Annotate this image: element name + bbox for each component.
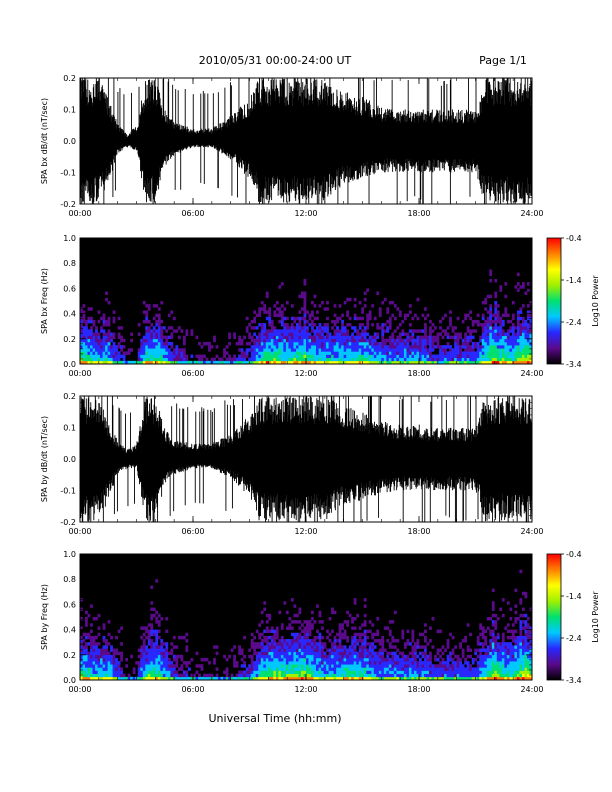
- y-tick-label: 0.0: [63, 455, 76, 464]
- y-tick-label: -0.2: [60, 200, 76, 209]
- x-tick-label: 18:00: [407, 527, 430, 536]
- x-tick-label: 06:00: [181, 527, 204, 536]
- x-tick-label: 00:00: [68, 685, 91, 694]
- y-tick-label: 0.2: [63, 651, 76, 660]
- y-axis-label: SPA bx dB/dt (nT/sec): [40, 98, 49, 184]
- y-tick-label: 0.6: [63, 600, 76, 609]
- x-tick-label: 06:00: [181, 685, 204, 694]
- y-tick-label: 0.1: [63, 106, 76, 115]
- x-tick-label: 24:00: [520, 369, 543, 378]
- panel-2: -0.4 -1.4 -2.4 -3.4 Log10 Power 0.0 0.2 0.4 0.6 0…: [40, 234, 600, 378]
- colorbar: [546, 553, 562, 681]
- x-tick-label: 00:00: [68, 209, 91, 218]
- x-tick-label: 00:00: [68, 369, 91, 378]
- colorbar-label: Log10 Power: [591, 591, 600, 643]
- page-indicator: Page 1/1: [479, 54, 527, 67]
- panel-3: -0.2 -0.1 0.0 0.1 0.2 00:00 06:00 12:00 18:00 24:…: [40, 392, 544, 536]
- y-tick-label: 1.0: [63, 550, 76, 559]
- y-tick-label: -0.2: [60, 518, 76, 527]
- y-tick-label: 0.4: [63, 626, 76, 635]
- colorbar-tick-label: -2.4: [566, 318, 582, 327]
- y-tick-label: 0.4: [63, 310, 76, 319]
- x-tick-label: 12:00: [294, 527, 317, 536]
- colorbar: [546, 237, 562, 365]
- y-tick-label: 1.0: [63, 234, 76, 243]
- x-tick-label: 12:00: [294, 369, 317, 378]
- y-tick-label: 0.2: [63, 74, 76, 83]
- x-tick-label: 00:00: [68, 527, 91, 536]
- x-tick-label: 12:00: [294, 209, 317, 218]
- y-tick-label: 0.2: [63, 392, 76, 401]
- spectrogram: [80, 569, 533, 681]
- panel-4: -0.4 -1.4 -2.4 -3.4 Log10 Power 0.0 0.2 0.4 0.6 0…: [40, 550, 600, 694]
- y-tick-label: -0.1: [60, 487, 76, 496]
- x-tick-label: 18:00: [407, 369, 430, 378]
- colorbar-tick-label: -3.4: [566, 676, 582, 685]
- y-tick-label: 0.0: [63, 676, 76, 685]
- y-axis-label: SPA by dB/dt (nT/sec): [40, 416, 49, 502]
- y-tick-label: 0.8: [63, 259, 76, 268]
- x-tick-label: 24:00: [520, 209, 543, 218]
- x-tick-label: 12:00: [294, 685, 317, 694]
- y-tick-label: -0.1: [60, 169, 76, 178]
- x-axis-title: Universal Time (hh:mm): [209, 712, 342, 725]
- x-tick-label: 24:00: [520, 527, 543, 536]
- x-tick-label: 18:00: [407, 685, 430, 694]
- y-tick-label: 0.2: [63, 335, 76, 344]
- colorbar-tick-label: -1.4: [566, 592, 582, 601]
- figure-title: 2010/05/31 00:00-24:00 UT: [199, 54, 352, 67]
- x-tick-label: 06:00: [181, 209, 204, 218]
- panels: -0.2 -0.1 0.0 0.1 0.2 00:00 06:00 12:00 18:00 24:…: [40, 74, 600, 694]
- y-tick-label: 0.6: [63, 284, 76, 293]
- colorbar-tick-label: -0.4: [566, 550, 582, 559]
- y-axis-label: SPA bx Freq (Hz): [40, 268, 49, 334]
- x-tick-label: 06:00: [181, 369, 204, 378]
- colorbar-tick-label: -1.4: [566, 276, 582, 285]
- colorbar-label: Log10 Power: [591, 275, 600, 327]
- y-tick-label: 0.8: [63, 575, 76, 584]
- y-axis-label: SPA by Freq (Hz): [40, 584, 49, 650]
- y-tick-label: 0.0: [63, 137, 76, 146]
- colorbar-tick-label: -3.4: [566, 360, 582, 369]
- x-tick-label: 18:00: [407, 209, 430, 218]
- y-tick-label: 0.0: [63, 360, 76, 369]
- colorbar-tick-label: -2.4: [566, 634, 582, 643]
- colorbar-tick-label: -0.4: [566, 234, 582, 243]
- x-tick-label: 24:00: [520, 685, 543, 694]
- y-tick-label: 0.1: [63, 424, 76, 433]
- panel-1: -0.2 -0.1 0.0 0.1 0.2 00:00 06:00 12:00 18:00 24:…: [40, 74, 544, 218]
